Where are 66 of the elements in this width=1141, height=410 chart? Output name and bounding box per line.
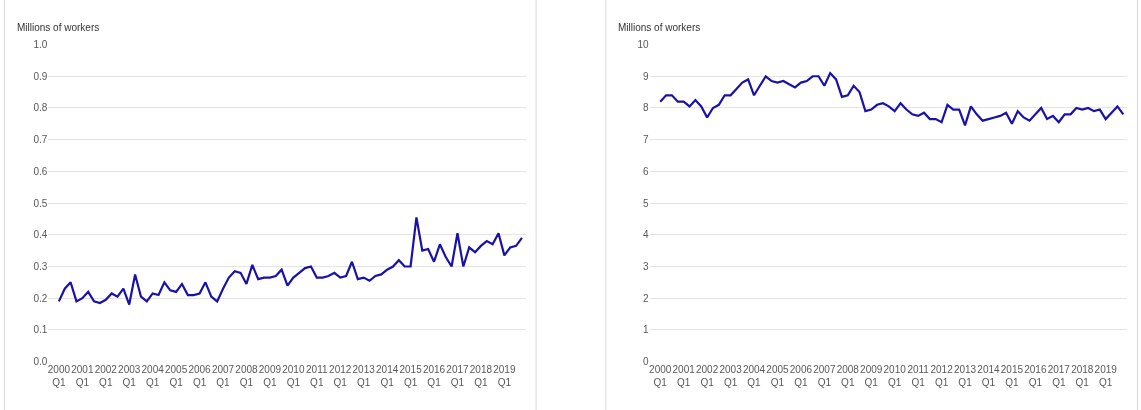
x-tick-label: 2006 Q1 xyxy=(789,363,813,388)
line-series xyxy=(659,72,1125,127)
x-tick-label: 2017 Q1 xyxy=(1047,363,1071,388)
y-tick-label: 0.1 xyxy=(33,324,48,336)
x-tick-label: 2006 Q1 xyxy=(188,363,212,388)
x-tick-label: 2018 Q1 xyxy=(1071,363,1094,388)
x-tick-label: 2019 Q1 xyxy=(493,363,516,388)
x-tick-label: 2015 Q1 xyxy=(399,363,423,388)
y-axis-title: Millions of workers xyxy=(618,22,701,33)
x-tick-label: 2014 Q1 xyxy=(977,363,1001,388)
x-tick-label: 2009 Q1 xyxy=(258,363,282,388)
x-tick-label: 2012 Q1 xyxy=(329,363,352,388)
x-tick-label: 2017 Q1 xyxy=(446,363,470,388)
x-tick-label: 2007 Q1 xyxy=(813,363,836,388)
x-tick-label: 2002 Q1 xyxy=(94,363,118,388)
x-tick-label: 2005 Q1 xyxy=(164,363,188,388)
y-tick-label: 0.7 xyxy=(33,134,48,146)
x-tick-label: 2010 Q1 xyxy=(282,363,305,388)
x-tick-label: 2013 Q1 xyxy=(352,363,376,388)
x-tick-label: 2018 Q1 xyxy=(469,363,493,388)
y-tick-label: 0.0 xyxy=(33,356,48,368)
x-tick-label: 2000 Q1 xyxy=(649,363,672,388)
y-tick-label: 5 xyxy=(643,197,650,209)
y-tick-label: 2 xyxy=(643,292,650,304)
x-tick-label: 2015 Q1 xyxy=(1000,363,1024,388)
y-tick-label: 4 xyxy=(643,229,650,241)
y-tick-label: 1.0 xyxy=(33,39,48,51)
x-tick-label: 2016 Q1 xyxy=(422,363,446,388)
y-tick-label: 8 xyxy=(643,102,650,114)
y-tick-label: 0 xyxy=(643,356,650,368)
x-tick-label: 2005 Q1 xyxy=(766,363,790,388)
x-tick-label: 2003 Q1 xyxy=(719,363,743,388)
x-tick-label: 2012 Q1 xyxy=(930,363,954,388)
x-tick-label: 2013 Q1 xyxy=(953,363,977,388)
y-tick-label: 0.5 xyxy=(33,197,48,209)
y-tick-label: 6 xyxy=(643,165,650,177)
y-tick-label: 7 xyxy=(643,134,650,146)
x-tick-label: 2004 Q1 xyxy=(141,363,165,388)
y-tick-label: 0.2 xyxy=(33,292,48,304)
y-tick-label: 0.3 xyxy=(33,261,48,272)
y-tick-label: 0.9 xyxy=(33,70,48,82)
x-tick-label: 2019 Q1 xyxy=(1094,363,1118,388)
x-tick-label: 2001 Q1 xyxy=(672,363,696,388)
x-tick-label: 2011 Q1 xyxy=(907,363,930,388)
x-tick-label: 2011 Q1 xyxy=(306,363,328,388)
y-tick-label: 0.4 xyxy=(33,229,48,241)
line-series xyxy=(57,216,524,306)
x-tick-label: 2008 Q1 xyxy=(836,363,860,388)
x-tick-label: 2016 Q1 xyxy=(1024,363,1047,388)
x-tick-label: 2008 Q1 xyxy=(235,363,259,388)
x-tick-label: 2010 Q1 xyxy=(883,363,907,388)
y-tick-label: 10 xyxy=(637,39,650,51)
y-axis-title: Millions of workers xyxy=(17,22,100,33)
y-tick-label: 0.8 xyxy=(33,102,48,114)
x-tick-label: 2014 Q1 xyxy=(376,363,399,388)
y-tick-label: 9 xyxy=(643,70,650,82)
x-tick-label: 2003 Q1 xyxy=(118,363,141,388)
x-tick-label: 2009 Q1 xyxy=(860,363,883,388)
x-tick-label: 2000 Q1 xyxy=(47,363,71,388)
x-tick-label: 2004 Q1 xyxy=(742,363,766,388)
y-tick-label: 0.6 xyxy=(33,165,48,177)
x-tick-label: 2001 Q1 xyxy=(71,363,94,388)
x-tick-label: 2002 Q1 xyxy=(695,363,719,388)
y-tick-label: 1 xyxy=(643,324,650,336)
y-tick-label: 3 xyxy=(643,261,650,272)
x-tick-label: 2007 Q1 xyxy=(211,363,235,388)
